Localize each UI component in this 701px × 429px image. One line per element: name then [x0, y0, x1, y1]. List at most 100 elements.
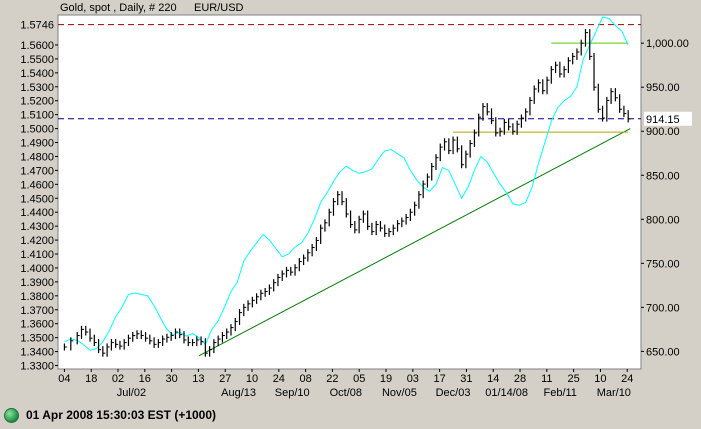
- gold-bar: [546, 76, 550, 95]
- x-tick-label: 28: [514, 373, 526, 385]
- gold-bar: [337, 191, 341, 206]
- gold-bar: [70, 337, 74, 351]
- left-tick-label: 1.5600: [20, 40, 54, 52]
- right-highlight-box: [644, 111, 692, 126]
- gold-bar: [516, 120, 520, 135]
- x-month-label: Aug/13: [221, 387, 256, 399]
- gold-bar: [409, 208, 413, 222]
- x-month-label: Sep/10: [275, 387, 310, 399]
- gold-bar: [332, 198, 336, 216]
- gold-bar: [627, 110, 631, 123]
- gold-bar: [230, 324, 234, 336]
- x-tick-label: 02: [112, 373, 124, 385]
- gold-bar: [499, 127, 503, 137]
- gold-bar: [601, 105, 606, 122]
- left-tick-label: 1.5000: [20, 124, 54, 136]
- x-month-label: Nov/05: [382, 387, 417, 399]
- gold-bar: [512, 123, 516, 135]
- gold-bar: [63, 343, 67, 351]
- gold-bar: [157, 339, 161, 348]
- gold-bar: [589, 29, 593, 60]
- title-overlay: EUR/USD: [194, 2, 244, 14]
- x-tick-label: 27: [219, 373, 231, 385]
- status-timezone: EST (+1000): [147, 408, 217, 422]
- gold-bar: [320, 224, 324, 244]
- gold-bar: [166, 333, 170, 343]
- gold-bar: [396, 220, 401, 232]
- gold-bar: [422, 180, 426, 199]
- gold-bar: [281, 270, 285, 281]
- gold-bar: [358, 215, 362, 234]
- x-tick-label: 19: [380, 373, 392, 385]
- gold-bar: [251, 296, 255, 308]
- gold-bar: [76, 332, 80, 345]
- x-tick-label: 30: [165, 373, 177, 385]
- gold-bar: [187, 336, 191, 347]
- x-tick-label: 22: [326, 373, 338, 385]
- gold-bar: [149, 334, 153, 345]
- gold-bar: [623, 105, 627, 118]
- x-tick-label: 04: [58, 373, 70, 385]
- gold-bar: [550, 66, 554, 84]
- gold-bar: [119, 340, 123, 350]
- x-month-label: Jul/02: [117, 387, 146, 399]
- x-tick-label: 14: [487, 373, 499, 385]
- left-tick-label: 1.4000: [20, 263, 54, 275]
- status-time: 01 Apr 2008 15:30:03: [26, 408, 145, 422]
- right-tick-label: 650.00: [646, 346, 680, 358]
- gold-bar: [238, 309, 243, 325]
- gold-bar: [405, 214, 409, 225]
- gold-bar: [204, 338, 208, 357]
- gold-bar: [277, 273, 281, 287]
- chart-title: Gold, spot , Daily, # 220 EUR/USD: [60, 2, 244, 14]
- gold-bar: [559, 61, 563, 78]
- gold-bar: [226, 328, 230, 340]
- left-tick-label: 1.4400: [20, 207, 54, 219]
- gold-bar: [388, 228, 392, 237]
- left-tick-label: 1.3300: [20, 361, 54, 373]
- gold-bar: [328, 208, 332, 227]
- x-tick-label: 10: [594, 373, 606, 385]
- gold-bar: [221, 332, 225, 343]
- gold-bar: [311, 243, 315, 257]
- gold-bar: [439, 143, 443, 162]
- left-tick-label: 1.5100: [20, 110, 54, 122]
- left-tick-label: 1.3700: [20, 305, 54, 317]
- x-month-label: Feb/11: [544, 387, 577, 399]
- gold-bar: [140, 330, 144, 340]
- gold-bar: [162, 335, 166, 347]
- gold-bar: [392, 224, 396, 236]
- gold-bar: [243, 303, 247, 317]
- gold-bar: [567, 57, 571, 74]
- right-highlight-label: 914.15: [646, 114, 680, 126]
- right-tick-label: 800.00: [646, 214, 680, 226]
- status-bar: 01 Apr 2008 15:30:03 EST (+1000): [0, 401, 701, 429]
- x-tick-label: 05: [353, 373, 365, 385]
- trendline-rising-support: [198, 128, 631, 357]
- gold-bar: [486, 103, 490, 116]
- gold-bar: [183, 331, 187, 344]
- gold-bar: [102, 346, 106, 357]
- gold-bar: [324, 219, 328, 232]
- gold-bar: [554, 61, 559, 74]
- gold-bar: [572, 52, 576, 65]
- gold-bar: [123, 339, 127, 350]
- left-tick-label: 1.4700: [20, 165, 54, 177]
- gold-bar: [349, 210, 354, 229]
- gold-bar: [593, 52, 597, 91]
- gold-bar: [294, 264, 298, 276]
- gold-bar: [371, 222, 375, 236]
- gold-bar: [529, 96, 533, 116]
- x-tick-label: 24: [621, 373, 633, 385]
- right-tick-label: 900.00: [646, 126, 680, 138]
- left-tick-label: 1.3400: [20, 347, 54, 359]
- gold-bar: [426, 173, 430, 188]
- title-symbol: Gold, spot , Daily, # 220: [60, 2, 177, 14]
- gold-bar: [136, 330, 140, 340]
- gold-bar: [435, 154, 439, 170]
- x-month-label: 01/14/08: [485, 387, 528, 399]
- horizontal-lines: [58, 24, 641, 120]
- gold-bar: [379, 221, 383, 232]
- gold-bar: [482, 103, 486, 121]
- gold-bar: [191, 339, 196, 347]
